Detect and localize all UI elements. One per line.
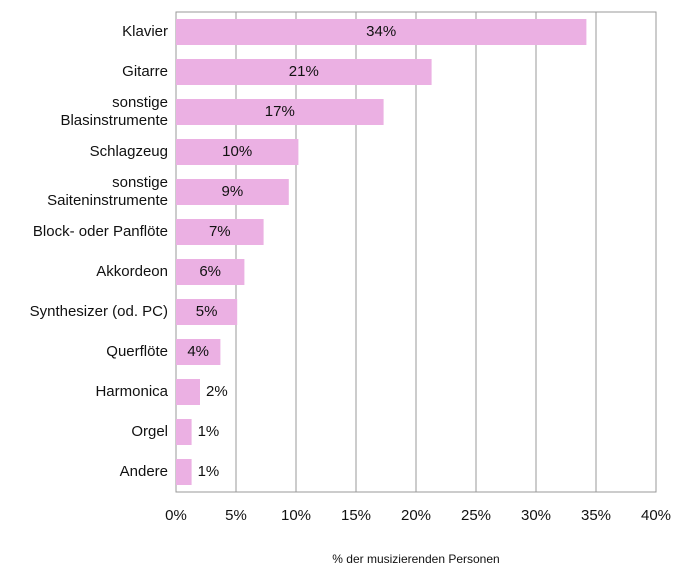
- x-tick-label: 5%: [225, 507, 247, 524]
- bar: [176, 179, 289, 205]
- y-tick-label: Akkordeon: [96, 263, 168, 280]
- data-label: 17%: [265, 103, 295, 120]
- bar: [176, 59, 432, 85]
- x-tick-label: 0%: [165, 507, 187, 524]
- x-axis-label: % der musizierenden Personen: [332, 552, 499, 566]
- bar: [176, 459, 192, 485]
- data-label: 1%: [198, 463, 220, 480]
- data-label: 9%: [222, 183, 244, 200]
- x-tick-label: 20%: [401, 507, 431, 524]
- data-label: 2%: [206, 383, 228, 400]
- plot-frame: [175, 11, 657, 493]
- y-tick-label: Orgel: [131, 423, 168, 440]
- bar: [176, 99, 384, 125]
- data-label: 1%: [198, 423, 220, 440]
- data-label: 4%: [187, 343, 209, 360]
- bar: [176, 219, 264, 245]
- x-tick-label: 15%: [341, 507, 371, 524]
- y-tick-label: Block- oder Panflöte: [33, 223, 168, 240]
- y-tick-label: Synthesizer (od. PC): [30, 303, 168, 320]
- data-label: 5%: [196, 303, 218, 320]
- bar: [176, 19, 587, 45]
- y-tick-label: Querflöte: [106, 343, 168, 360]
- y-tick-label: Gitarre: [122, 63, 168, 80]
- x-tick-label: 40%: [641, 507, 671, 524]
- bar: [176, 419, 192, 445]
- x-tick-label: 25%: [461, 507, 491, 524]
- y-tick-label: sonstige Saiteninstrumente: [47, 174, 168, 209]
- bar: [176, 299, 238, 325]
- x-tick-label: 35%: [581, 507, 611, 524]
- x-tick-label: 10%: [281, 507, 311, 524]
- data-label: 34%: [366, 23, 396, 40]
- data-label: 7%: [209, 223, 231, 240]
- y-tick-label: sonstige Blasinstrumente: [60, 94, 168, 129]
- data-label: 6%: [199, 263, 221, 280]
- y-tick-label: Harmonica: [95, 383, 168, 400]
- data-label: 21%: [289, 63, 319, 80]
- x-tick-label: 30%: [521, 507, 551, 524]
- y-tick-label: Andere: [120, 463, 168, 480]
- bar: [176, 139, 299, 165]
- bar: [176, 259, 245, 285]
- data-label: 10%: [222, 143, 252, 160]
- bar: [176, 379, 200, 405]
- y-tick-label: Klavier: [122, 23, 168, 40]
- bar: [176, 339, 221, 365]
- y-tick-label: Schlagzeug: [90, 143, 168, 160]
